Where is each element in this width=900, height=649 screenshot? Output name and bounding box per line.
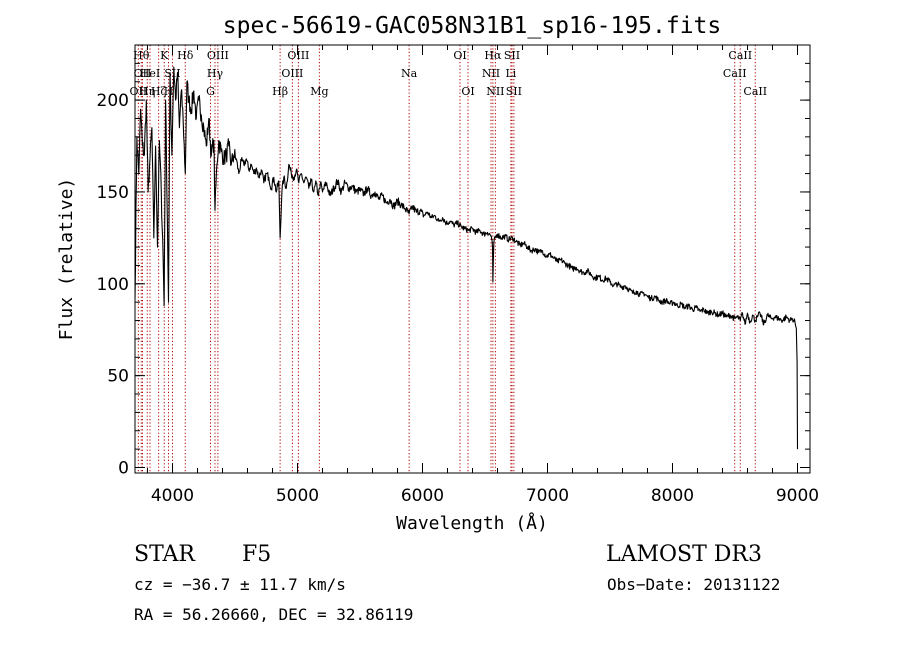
x-tick-label: 5000	[276, 486, 319, 506]
line-label-19: OI	[461, 85, 474, 98]
line-label-21: Hα	[484, 49, 502, 62]
obs-date: Obs−Date: 20131122	[607, 575, 780, 594]
y-tick-label: 50	[107, 367, 129, 387]
line-label-15: OIII	[287, 49, 309, 62]
line-marker-layer	[137, 45, 756, 473]
line-label-5: Hζ	[151, 85, 167, 98]
x-tick-label: 9000	[776, 486, 819, 506]
object-class: STAR	[134, 542, 196, 567]
line-label-layer: OIIHθOIIHηHeIHζKHSIIHδGHγOIIIHβOIIIOIIIM…	[130, 49, 768, 98]
redshift-readout: cz = −36.7 ± 11.7 km/s	[134, 575, 346, 594]
line-label-10: G	[206, 85, 215, 98]
x-tick-label: 8000	[651, 486, 694, 506]
line-label-23: Li	[505, 67, 516, 80]
line-label-11: Hγ	[207, 67, 224, 80]
line-label-8: SII	[164, 67, 180, 80]
y-tick-label: 0	[118, 458, 129, 478]
line-label-14: OIII	[281, 67, 303, 80]
line-label-4: HeI	[140, 67, 160, 80]
line-label-1: Hθ	[133, 49, 150, 62]
line-label-0: OII	[130, 85, 148, 98]
line-label-9: Hδ	[177, 49, 194, 62]
x-tick-label: 6000	[401, 486, 444, 506]
line-label-13: Hβ	[272, 85, 288, 98]
line-label-12: OIII	[207, 49, 229, 62]
line-label-18: OI	[453, 49, 466, 62]
axis-tick-layer: 4000 5000 6000 7000 8000 9000 0 50 100 150 200	[97, 45, 819, 506]
line-label-24: SII	[504, 49, 520, 62]
line-label-17: Na	[401, 67, 418, 80]
line-label-25: SII	[506, 85, 522, 98]
line-label-2: OII	[134, 67, 152, 80]
line-label-27: CaII	[728, 49, 752, 62]
x-tick-label: 4000	[151, 486, 194, 506]
survey-name: LAMOST DR3	[606, 542, 762, 567]
line-label-16: Mg	[310, 85, 328, 98]
line-label-26: CaII	[723, 67, 747, 80]
line-label-6: K	[160, 49, 169, 62]
line-label-28: CaII	[743, 85, 767, 98]
x-axis-label: Wavelength (Å)	[396, 512, 548, 534]
x-tick-label: 7000	[526, 486, 569, 506]
coordinates: RA = 56.26660, DEC = 32.86119	[134, 605, 413, 624]
line-label-20: NII	[482, 67, 500, 80]
spectrum-line	[134, 66, 799, 450]
line-label-3: Hη	[139, 85, 155, 98]
chart-title: spec-56619-GAC058N31B1_sp16-195.fits	[223, 13, 722, 39]
series-layer	[134, 66, 799, 450]
line-label-7: H	[164, 85, 174, 98]
y-tick-label: 150	[97, 183, 129, 203]
object-subclass: F5	[242, 542, 271, 567]
plot-frame	[134, 44, 811, 474]
y-axis-label: Flux (relative)	[56, 178, 77, 341]
y-tick-label: 200	[97, 91, 129, 111]
y-tick-label: 100	[97, 275, 129, 295]
line-label-22: NII	[486, 85, 504, 98]
